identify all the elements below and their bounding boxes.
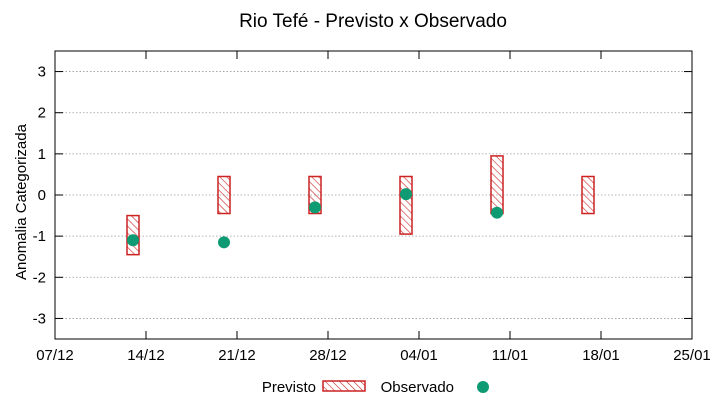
observed-points <box>127 188 503 249</box>
y-tick-label: -1 <box>33 228 46 245</box>
x-tick-label: 25/01 <box>673 347 711 364</box>
forecast-bar <box>581 175 595 215</box>
y-tick-label: -2 <box>33 269 46 286</box>
x-tick-label: 28/12 <box>309 347 347 364</box>
observed-point <box>400 188 412 201</box>
chart-title: Rio Tefé - Previsto x Observado <box>239 11 507 32</box>
y-tick-label: 3 <box>38 64 46 81</box>
y-tick-label: 0 <box>38 187 46 204</box>
observed-point <box>309 201 321 214</box>
plot-frame <box>54 50 693 340</box>
y-axis-label: Anomalia Categorizada <box>13 123 30 280</box>
grid-layer <box>55 71 692 319</box>
legend-swatch-observado <box>477 381 489 393</box>
forecast-bar <box>399 175 413 235</box>
observed-point <box>491 206 503 219</box>
legend: Previsto Observado <box>262 379 489 396</box>
axis-layer: 3 2 1 0 -1 -2 -3 07/12 14/12 21/12 28/12 04/01 11/01… <box>33 50 711 364</box>
legend-swatch-previsto <box>322 380 366 392</box>
legend-label-observado: Observado <box>381 379 454 396</box>
y-tick-label: 1 <box>38 146 46 163</box>
forecast-bars <box>126 155 595 256</box>
x-tick-label: 07/12 <box>36 347 74 364</box>
forecast-bar <box>490 155 504 215</box>
y-tick-label: 2 <box>38 105 46 122</box>
x-tick-label: 14/12 <box>127 347 165 364</box>
forecast-bar <box>217 175 231 215</box>
y-tick-label: -3 <box>33 310 46 327</box>
x-tick-label: 04/01 <box>400 347 438 364</box>
observed-point <box>218 236 230 249</box>
x-tick-label: 11/01 <box>492 347 528 364</box>
x-tick-label: 21/12 <box>218 347 256 364</box>
x-tick-label: 18/01 <box>582 347 620 364</box>
observed-point <box>127 234 139 247</box>
legend-label-previsto: Previsto <box>262 379 316 396</box>
